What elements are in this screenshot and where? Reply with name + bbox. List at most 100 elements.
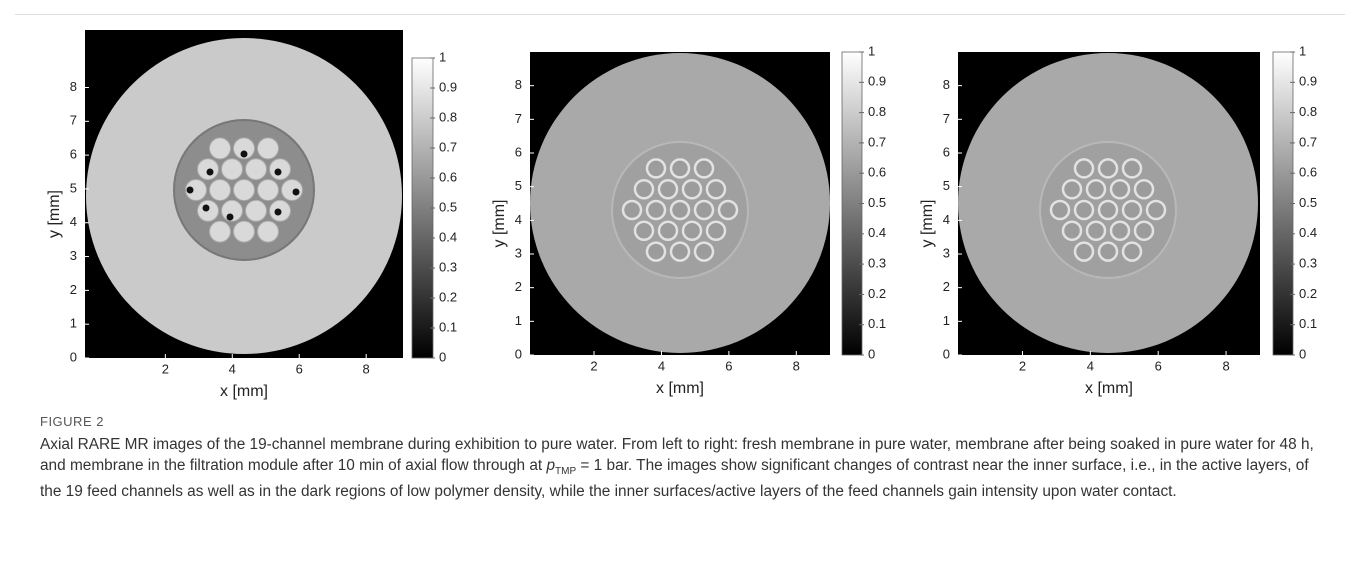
y-tick-label: 2: [515, 279, 522, 294]
colorbar-tick-label: 0.9: [439, 79, 457, 94]
channel: [671, 159, 689, 177]
colorbar-tick-label: 0.1: [868, 316, 886, 331]
channel: [695, 159, 713, 177]
colorbar-tick-label: 0.5: [1299, 195, 1317, 210]
x-axis-label: x [mm]: [220, 383, 268, 400]
colorbar-tick-label: 0.6: [868, 165, 886, 180]
x-tick-label: 2: [162, 361, 169, 376]
channel: [1147, 201, 1165, 219]
channel: [647, 159, 665, 177]
channel: [258, 180, 279, 201]
y-axis-label: y [mm]: [46, 190, 63, 238]
channel: [1123, 243, 1141, 261]
channel: [671, 243, 689, 261]
caption-text: Axial RARE MR images of the 19-channel m…: [40, 435, 1330, 503]
y-tick-label: 8: [70, 79, 77, 94]
low-density-spot: [187, 187, 194, 194]
colorbar-tick-label: 1: [868, 43, 875, 58]
x-tick-label: 2: [590, 358, 597, 373]
channel: [635, 222, 653, 240]
colorbar-tick-label: 0.7: [1299, 134, 1317, 149]
x-tick-label: 6: [725, 358, 732, 373]
x-tick-label: 8: [793, 358, 800, 373]
channel: [210, 138, 231, 159]
channel: [234, 221, 255, 242]
y-tick-label: 0: [515, 346, 522, 361]
channel: [282, 180, 303, 201]
channel: [222, 159, 243, 180]
y-tick-label: 1: [515, 313, 522, 328]
channel: [246, 200, 267, 221]
channel: [1087, 180, 1105, 198]
colorbar-tick-label: 1: [439, 49, 446, 64]
y-tick-label: 6: [943, 144, 950, 159]
y-tick-label: 7: [515, 111, 522, 126]
low-density-spot: [275, 209, 282, 216]
y-tick-label: 1: [943, 313, 950, 328]
channel: [695, 201, 713, 219]
channel: [1099, 201, 1117, 219]
channel: [695, 243, 713, 261]
channel: [210, 221, 231, 242]
y-tick-label: 5: [515, 178, 522, 193]
colorbar-tick-label: 0: [868, 346, 875, 361]
channel: [1111, 222, 1129, 240]
y-tick-label: 2: [70, 282, 77, 297]
channel: [246, 159, 267, 180]
colorbar-tick-label: 0.4: [1299, 225, 1317, 240]
colorbar-tick-label: 0.4: [439, 229, 457, 244]
y-tick-label: 4: [70, 214, 77, 229]
channel: [1135, 222, 1153, 240]
y-tick-label: 3: [515, 245, 522, 260]
colorbar-tick-label: 0: [439, 349, 446, 364]
channel: [1123, 159, 1141, 177]
channel: [623, 201, 641, 219]
colorbar-tick-label: 0.5: [868, 195, 886, 210]
y-tick-label: 6: [515, 144, 522, 159]
channel: [659, 180, 677, 198]
colorbar-tick-label: 0.5: [439, 199, 457, 214]
channel: [719, 201, 737, 219]
low-density-spot: [241, 151, 248, 158]
x-tick-label: 8: [1222, 358, 1229, 373]
x-tick-label: 4: [658, 358, 665, 373]
channel: [1123, 201, 1141, 219]
y-tick-label: 4: [943, 212, 950, 227]
y-tick-label: 1: [70, 316, 77, 331]
channel: [258, 221, 279, 242]
channel: [635, 180, 653, 198]
x-tick-label: 4: [229, 361, 236, 376]
channel: [1099, 159, 1117, 177]
channel: [1075, 243, 1093, 261]
colorbar-tick-label: 0.2: [439, 289, 457, 304]
colorbar-tick-label: 0.1: [1299, 316, 1317, 331]
channel: [1063, 180, 1081, 198]
colorbar-tick-label: 0.7: [439, 139, 457, 154]
colorbar-tick-label: 0.9: [1299, 74, 1317, 89]
channel: [1051, 201, 1069, 219]
caption-subscript: TMP: [555, 466, 576, 477]
channel: [671, 201, 689, 219]
colorbar-tick-label: 0.6: [1299, 165, 1317, 180]
x-axis-label: x [mm]: [656, 380, 704, 397]
channel: [210, 180, 231, 201]
y-tick-label: 3: [943, 245, 950, 260]
page: 2468012345678x [mm]y [mm]00.10.20.30.40.…: [0, 0, 1360, 566]
channel: [647, 201, 665, 219]
y-tick-label: 5: [943, 178, 950, 193]
x-tick-label: 6: [1155, 358, 1162, 373]
caption: FIGURE 2 Axial RARE MR images of the 19-…: [40, 414, 1330, 503]
low-density-spot: [275, 169, 282, 176]
channel: [1087, 222, 1105, 240]
low-density-spot: [293, 189, 300, 196]
channel: [258, 138, 279, 159]
colorbar-tick-label: 0.8: [868, 104, 886, 119]
y-tick-label: 8: [515, 77, 522, 92]
colorbar-tick-label: 0.8: [1299, 104, 1317, 119]
y-tick-label: 4: [515, 212, 522, 227]
y-tick-label: 7: [70, 113, 77, 128]
colorbar-tick-label: 0.2: [1299, 286, 1317, 301]
low-density-spot: [203, 205, 210, 212]
y-axis-label: y [mm]: [919, 200, 936, 248]
